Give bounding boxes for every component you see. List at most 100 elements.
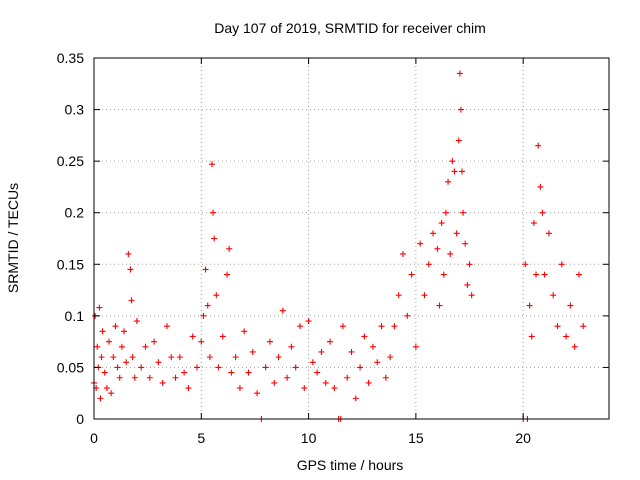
data-point bbox=[456, 70, 463, 77]
data-point bbox=[245, 369, 252, 376]
data-point bbox=[96, 304, 103, 311]
x-axis-title: GPS time / hours bbox=[297, 457, 404, 473]
data-point bbox=[378, 323, 385, 330]
data-point bbox=[575, 271, 582, 278]
x-tick-label: 10 bbox=[301, 430, 317, 446]
data-point bbox=[271, 379, 278, 386]
data-point bbox=[434, 245, 441, 252]
data-point bbox=[528, 333, 535, 340]
data-point bbox=[129, 354, 136, 361]
data-point bbox=[348, 348, 355, 355]
data-point bbox=[374, 359, 381, 366]
data-point bbox=[571, 343, 578, 350]
data-point bbox=[275, 354, 282, 361]
data-point bbox=[206, 354, 213, 361]
data-point bbox=[464, 281, 471, 288]
data-point bbox=[425, 261, 432, 268]
data-point bbox=[181, 369, 188, 376]
data-point bbox=[172, 374, 179, 381]
x-tick-label: 0 bbox=[90, 430, 98, 446]
data-point bbox=[305, 318, 312, 325]
data-point bbox=[213, 292, 220, 299]
y-tick-label: 0.2 bbox=[65, 205, 85, 221]
y-tick-label: 0 bbox=[76, 411, 84, 427]
data-point bbox=[436, 302, 443, 309]
data-point bbox=[236, 385, 243, 392]
data-point bbox=[400, 250, 406, 257]
data-point bbox=[131, 374, 138, 381]
data-point bbox=[279, 307, 286, 314]
data-point bbox=[322, 379, 329, 386]
data-point bbox=[142, 343, 149, 350]
data-point bbox=[417, 240, 424, 247]
data-point bbox=[266, 338, 273, 345]
data-point bbox=[249, 348, 256, 355]
data-point bbox=[387, 354, 394, 361]
data-point bbox=[118, 343, 125, 350]
data-point bbox=[128, 297, 135, 304]
plot-frame bbox=[93, 57, 610, 420]
data-point bbox=[535, 142, 542, 149]
data-point bbox=[97, 395, 104, 402]
data-point bbox=[468, 292, 475, 299]
grid bbox=[94, 58, 609, 419]
data-point bbox=[116, 374, 123, 381]
data-point bbox=[457, 106, 464, 113]
data-point bbox=[241, 328, 248, 335]
data-point bbox=[440, 271, 447, 278]
data-point bbox=[110, 354, 117, 361]
y-axis-title: SRMTID / TECUs bbox=[5, 183, 21, 293]
data-point bbox=[163, 323, 170, 330]
data-point bbox=[451, 168, 458, 175]
data-point bbox=[292, 364, 299, 371]
data-point bbox=[430, 230, 437, 237]
data-point bbox=[563, 333, 570, 340]
data-point bbox=[262, 364, 269, 371]
x-tick-label: 15 bbox=[408, 430, 424, 446]
data-point bbox=[159, 379, 166, 386]
data-point bbox=[460, 209, 467, 216]
data-point bbox=[108, 390, 115, 397]
data-point bbox=[198, 338, 205, 345]
data-point bbox=[395, 292, 402, 299]
data-point bbox=[123, 359, 130, 366]
data-point bbox=[254, 390, 261, 397]
data-point bbox=[455, 137, 462, 144]
data-point bbox=[204, 302, 211, 309]
data-point bbox=[545, 230, 552, 237]
x-tick-label: 5 bbox=[197, 430, 205, 446]
data-point bbox=[357, 364, 364, 371]
y-tick-label: 0.25 bbox=[57, 153, 84, 169]
data-point bbox=[449, 158, 456, 165]
data-point bbox=[202, 266, 209, 273]
data-point bbox=[327, 338, 334, 345]
data-point bbox=[369, 343, 376, 350]
data-point bbox=[168, 354, 175, 361]
data-point bbox=[344, 374, 351, 381]
data-point bbox=[176, 354, 183, 361]
x-tick-label: 20 bbox=[515, 430, 531, 446]
data-point bbox=[209, 161, 216, 168]
data-point bbox=[133, 318, 140, 325]
data-point bbox=[284, 374, 291, 381]
data-point bbox=[112, 323, 119, 330]
data-point bbox=[453, 230, 460, 237]
y-tick-label: 0.35 bbox=[57, 50, 84, 66]
data-point bbox=[530, 220, 537, 227]
chart-title: Day 107 of 2019, SRMTID for receiver chi… bbox=[214, 20, 486, 36]
data-point bbox=[189, 333, 196, 340]
data-point bbox=[127, 266, 134, 273]
data-point bbox=[98, 354, 105, 361]
data-point bbox=[155, 359, 162, 366]
y-tick-label: 0.1 bbox=[65, 308, 85, 324]
data-point bbox=[462, 240, 469, 247]
data-point bbox=[408, 271, 415, 278]
data-point bbox=[361, 333, 368, 340]
data-point bbox=[114, 364, 121, 371]
data-point bbox=[466, 261, 473, 268]
data-point bbox=[94, 343, 101, 350]
data-point bbox=[537, 183, 544, 190]
data-point bbox=[447, 250, 454, 257]
data-point bbox=[580, 323, 587, 330]
